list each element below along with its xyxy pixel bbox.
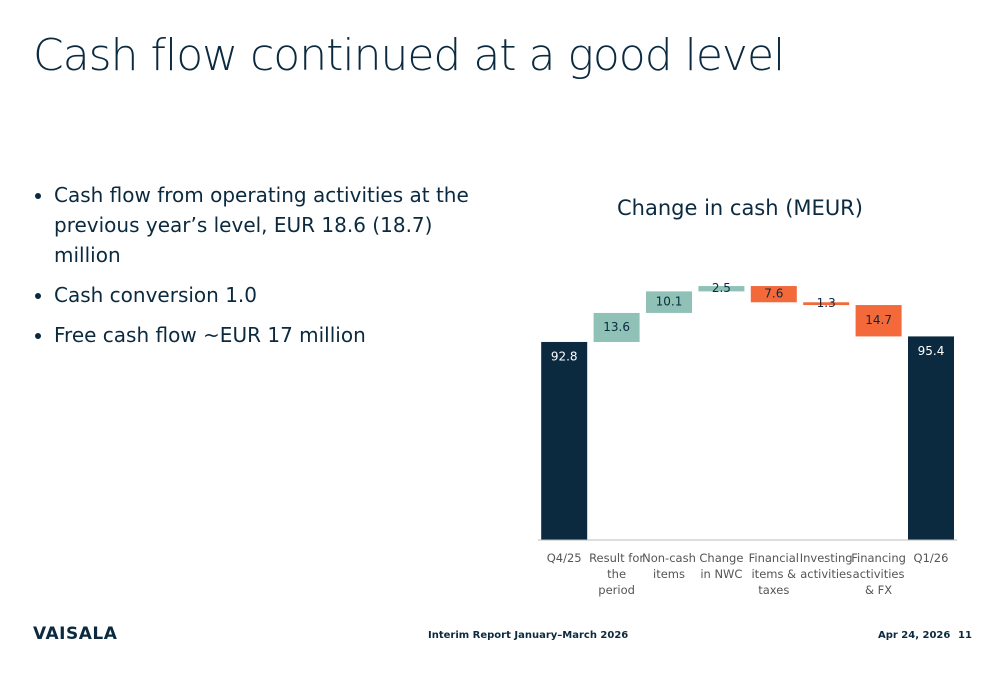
x-tick-label: Q1/26 (913, 551, 949, 565)
data-label: 2.5 (712, 281, 731, 295)
data-label: 10.1 (656, 295, 683, 309)
x-tick-label: Investing activities (799, 551, 853, 581)
bar (855, 305, 902, 337)
bar (698, 286, 745, 292)
x-tick-label: Q4/25 (546, 551, 582, 565)
x-tick-label: Financing activities & FX (851, 551, 906, 597)
bar (541, 341, 588, 540)
page-number: 11 (958, 630, 972, 641)
bullet-list: Cash flow from operating activities at t… (30, 180, 504, 360)
bullet: Free cash flow ~EUR 17 million (54, 320, 504, 350)
data-label: 92.8 (551, 349, 578, 363)
chart-title: Change in cash (MEUR) (617, 196, 863, 220)
data-label: 1.3 (817, 296, 836, 310)
slide-title: Cash flow continued at a good level (33, 30, 785, 81)
x-tick-label: Financial items & taxes (748, 551, 799, 597)
data-label: 14.7 (865, 313, 892, 327)
logo: VAISALA (33, 624, 118, 644)
bar (750, 286, 797, 303)
bar (908, 336, 954, 540)
footer-date: Apr 24, 2026 (878, 630, 951, 641)
bar (803, 302, 850, 306)
bar (646, 291, 692, 313)
x-tick-label: Change in NWC (699, 551, 744, 581)
data-label: 7.6 (764, 287, 783, 301)
bullet: Cash flow from operating activities at t… (54, 180, 504, 270)
x-tick-label: Non-cash items (642, 551, 696, 581)
bullet: Cash conversion 1.0 (54, 280, 504, 310)
bar (593, 312, 640, 342)
data-label: 95.4 (918, 344, 945, 358)
data-label: 13.6 (603, 320, 630, 334)
x-tick-label: Result for the period (589, 551, 645, 597)
footer-report: Interim Report January–March 2026 (428, 630, 629, 641)
